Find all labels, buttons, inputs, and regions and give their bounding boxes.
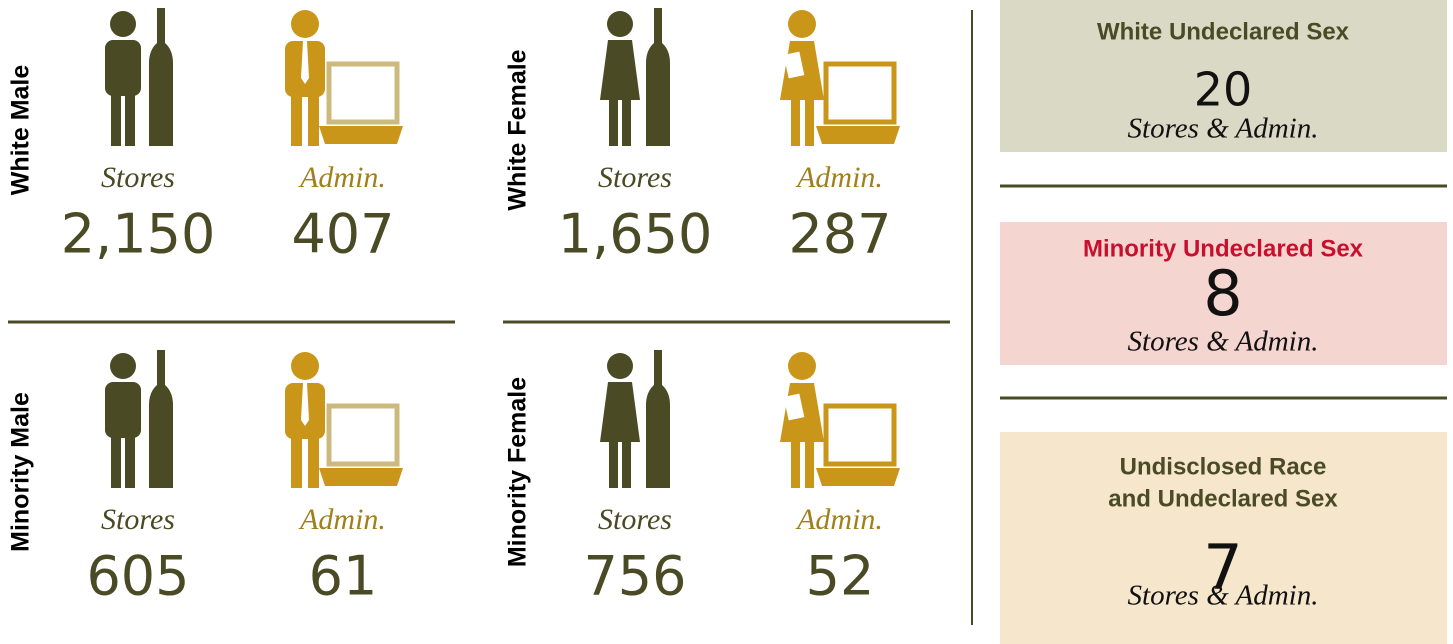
summary-box	[1000, 432, 1447, 644]
stores-value: 756	[583, 545, 686, 608]
admin-value: 61	[309, 545, 378, 608]
admin-label: Admin.	[795, 161, 883, 194]
box-subtitle: Stores & Admin.	[1128, 580, 1319, 612]
box-title: Minority Undeclared Sex	[1083, 235, 1364, 262]
box-value: 8	[1203, 257, 1242, 330]
box-value: 20	[1194, 63, 1253, 117]
group-label: Minority Female	[504, 377, 532, 567]
box-subtitle: Stores & Admin.	[1128, 326, 1319, 358]
stores-label: Stores	[598, 503, 672, 536]
admin-value: 287	[788, 203, 891, 266]
admin-label: Admin.	[795, 503, 883, 536]
summary-box	[1000, 222, 1447, 365]
group-label: Minority Male	[7, 392, 35, 552]
box-title: White Undeclared Sex	[1097, 18, 1350, 45]
admin-value: 407	[291, 203, 394, 266]
stores-icon	[105, 8, 173, 146]
admin-value: 52	[806, 545, 875, 608]
stores-icon	[600, 350, 670, 488]
admin-label: Admin.	[298, 503, 386, 536]
box-value: 7	[1203, 531, 1242, 604]
admin-icon	[285, 352, 403, 488]
admin-label: Admin.	[298, 161, 386, 194]
stores-label: Stores	[598, 161, 672, 194]
admin-icon	[780, 10, 900, 146]
box-subtitle: Stores & Admin.	[1128, 113, 1319, 145]
stores-icon	[600, 8, 670, 146]
stores-value: 2,150	[61, 203, 216, 266]
stores-value: 605	[86, 545, 189, 608]
summary-box	[1000, 0, 1447, 152]
admin-icon	[285, 10, 403, 146]
stores-value: 1,650	[558, 203, 713, 266]
group-label: White Male	[7, 65, 35, 196]
box-title: and Undeclared Sex	[1108, 485, 1338, 512]
stores-label: Stores	[101, 161, 175, 194]
box-title: Undisclosed Race	[1120, 453, 1327, 480]
stores-label: Stores	[101, 503, 175, 536]
group-label: White Female	[504, 49, 532, 210]
admin-icon	[780, 352, 900, 488]
stores-icon	[105, 350, 173, 488]
